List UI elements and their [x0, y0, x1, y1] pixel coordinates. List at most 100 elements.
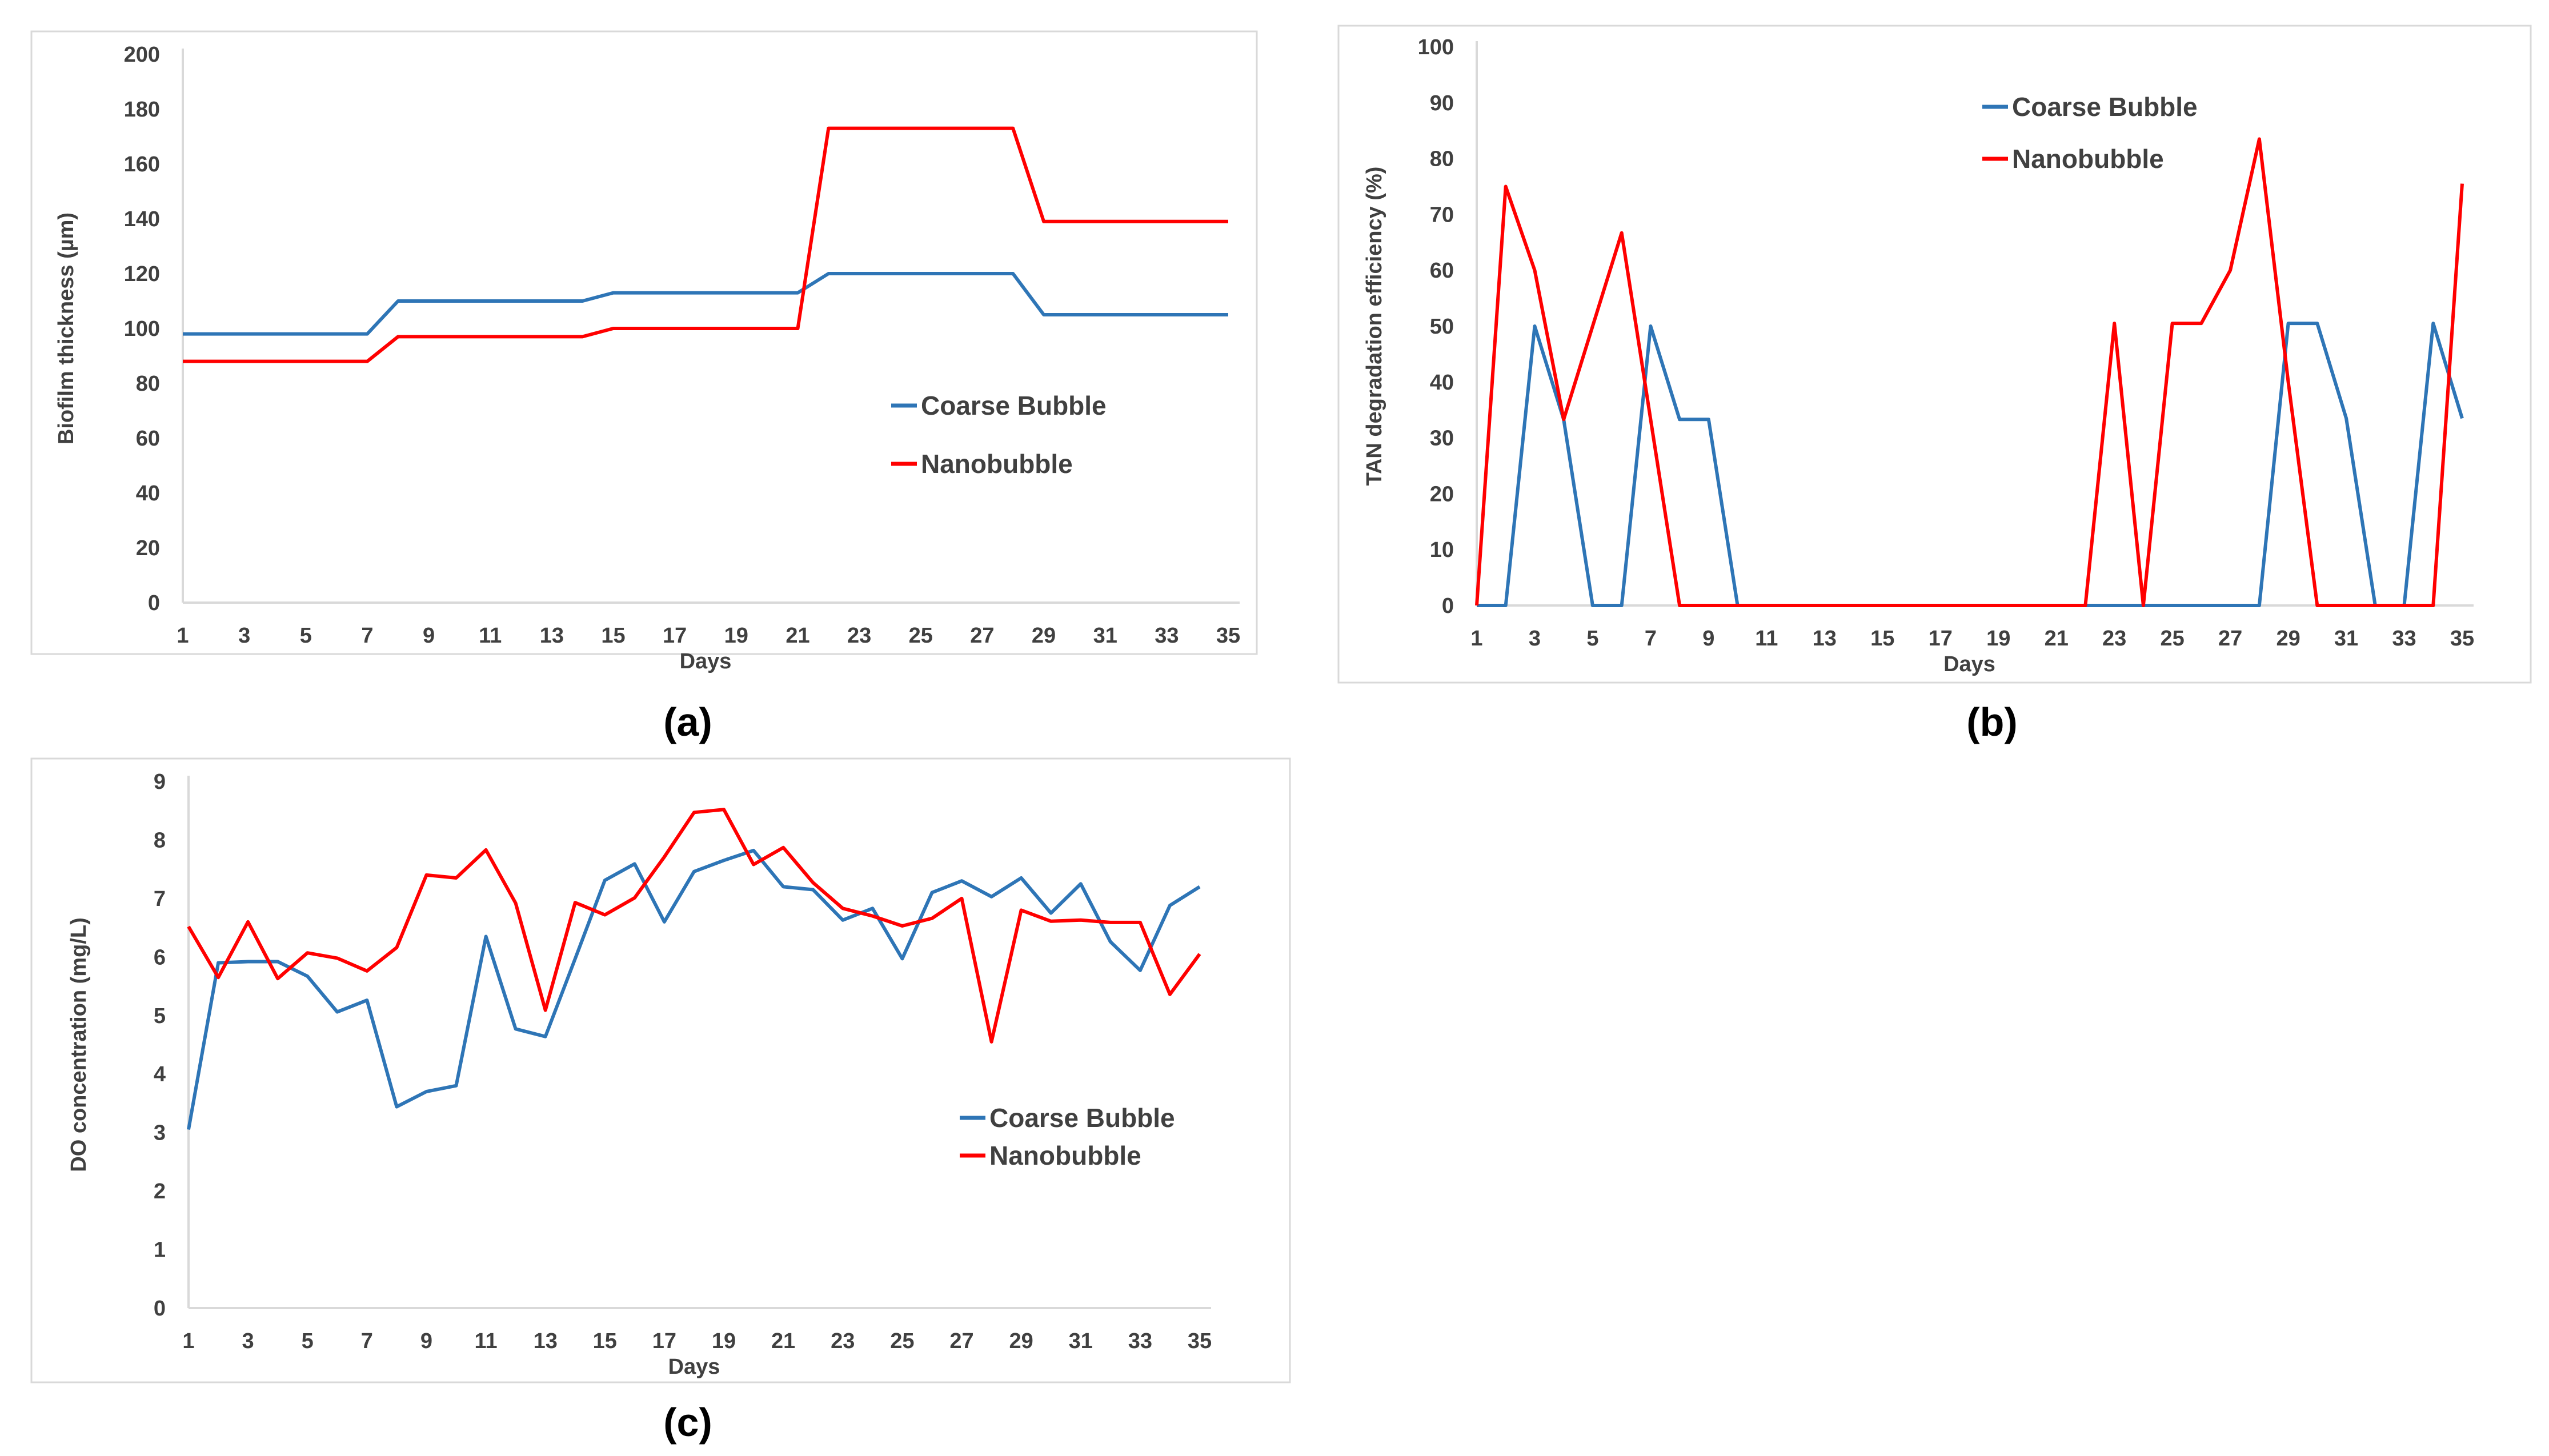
panel-b-x-tick-label: 1: [1470, 627, 1482, 651]
panel-a-y-tick-label: 100: [124, 317, 160, 341]
panel-c-y-axis-label: DO concentration (mg/L): [67, 917, 91, 1172]
panel-a-y-tick-label: 80: [136, 372, 160, 396]
panel-b-x-tick-label: 5: [1586, 627, 1598, 651]
panel-b-y-tick-label: 30: [1430, 427, 1454, 451]
panel-a-x-tick-label: 31: [1093, 624, 1117, 648]
panel-b-y-axis-label: TAN degradation efficiency (%): [1362, 167, 1386, 486]
panel-a-x-tick-label: 3: [238, 624, 250, 648]
panel-b-x-tick-label: 23: [2102, 627, 2126, 651]
panel-a-x-tick-label: 1: [177, 624, 189, 648]
panel-b-x-tick-label: 11: [1755, 627, 1778, 651]
panel-a-y-tick-label: 60: [136, 427, 160, 451]
panel-b-y-tick-label: 50: [1430, 315, 1454, 339]
panel-c-x-axis-label: Days: [668, 1355, 720, 1379]
panel-b-x-axis-label: Days: [1943, 652, 1995, 676]
panel-c-y-tick-label: 5: [154, 1004, 166, 1028]
panel-c-x-tick-label: 13: [534, 1329, 558, 1353]
panel-a-series-coarse-bubble-line: [183, 272, 1228, 336]
panel-b-x-tick-label: 15: [1870, 627, 1894, 651]
panel-c-legend-label: Coarse Bubble: [989, 1103, 1175, 1133]
panel-c-x-tick-label: 5: [302, 1329, 314, 1353]
panel-b-x-tick-label: 9: [1702, 627, 1714, 651]
panel-c-x-tick-label: 35: [1188, 1329, 1212, 1353]
panel-c-y-tick-label: 3: [154, 1121, 166, 1145]
panel-c-label: (c): [663, 1400, 712, 1445]
panel-b-legend-label: Coarse Bubble: [2012, 92, 2198, 122]
panel-c-y-tick-label: 1: [154, 1238, 166, 1262]
panel-b-y-tick-label: 70: [1430, 203, 1454, 227]
panel-c-series-nanobubble-line: [187, 808, 1201, 1044]
panel-c-y-tick-label: 4: [154, 1062, 166, 1086]
panel-b-frame: [1337, 25, 2532, 684]
panel-a-x-tick-label: 17: [663, 624, 687, 648]
panel-b-x-tick-label: 27: [2218, 627, 2242, 651]
panel-c-y-tick-label: 8: [154, 828, 166, 852]
panel-b-x-tick-label: 29: [2276, 627, 2300, 651]
panel-b-y-tick-label: 100: [1418, 35, 1454, 59]
panel-c-x-tick-label: 21: [771, 1329, 795, 1353]
panel-a-x-tick-label: 9: [423, 624, 435, 648]
panel-a-label: (a): [663, 700, 712, 744]
panel-c-x-tick-label: 3: [242, 1329, 254, 1353]
panel-b-y-tick-label: 0: [1442, 594, 1454, 618]
panel-a-y-tick-label: 120: [124, 262, 160, 286]
panel-a-x-axis-label: Days: [680, 649, 732, 673]
panel-c-y-tick-label: 6: [154, 945, 166, 969]
panel-b-x-tick-label: 21: [2045, 627, 2069, 651]
panel-c-x-tick-label: 33: [1128, 1329, 1152, 1353]
panel-b-y-tick-label: 90: [1430, 91, 1454, 115]
panel-c-x-tick-label: 25: [890, 1329, 914, 1353]
panel-a-frame: [30, 30, 1258, 655]
panel-a-x-tick-label: 19: [724, 624, 748, 648]
panel-a-x-tick-label: 25: [909, 624, 933, 648]
panel-b-y-tick-label: 10: [1430, 538, 1454, 562]
panel-a-y-tick-label: 40: [136, 482, 160, 506]
panel-b-series-nanobubble-line: [1475, 137, 2464, 607]
panel-b-legend-label: Nanobubble: [2012, 144, 2164, 174]
panel-c-x-tick-label: 27: [949, 1329, 973, 1353]
panel-b-y-tick-label: 40: [1430, 371, 1454, 395]
panel-a-y-tick-label: 160: [124, 153, 160, 177]
panel-a-y-tick-label: 0: [148, 591, 160, 615]
panel-b-x-tick-label: 3: [1529, 627, 1541, 651]
panel-a-x-tick-label: 27: [970, 624, 994, 648]
panel-c-series-coarse-bubble-line: [187, 848, 1201, 1130]
panel-a-legend-label: Nanobubble: [921, 449, 1073, 479]
panel-b-y-tick-label: 60: [1430, 259, 1454, 283]
panel-a-x-tick-label: 13: [540, 624, 564, 648]
panel-a-x-tick-label: 29: [1032, 624, 1056, 648]
panel-b-x-tick-label: 33: [2392, 627, 2416, 651]
panel-c-y-tick-label: 0: [154, 1297, 166, 1321]
panel-a-y-tick-label: 180: [124, 98, 160, 122]
panel-b-y-tick-label: 80: [1430, 147, 1454, 171]
panel-c-x-tick-label: 1: [182, 1329, 194, 1353]
panel-c-x-tick-label: 11: [475, 1329, 498, 1353]
panel-c-x-tick-label: 29: [1009, 1329, 1033, 1353]
panel-a-x-tick-label: 7: [361, 624, 373, 648]
panel-a-x-tick-label: 21: [785, 624, 809, 648]
panel-a-y-tick-label: 140: [124, 207, 160, 231]
panel-c-y-tick-label: 7: [154, 887, 166, 911]
panel-c-x-tick-label: 17: [652, 1329, 676, 1353]
panel-c-y-tick-label: 2: [154, 1180, 166, 1204]
panel-c-frame: [30, 757, 1291, 1383]
panel-b-x-tick-label: 19: [1986, 627, 2010, 651]
panel-a-x-tick-label: 33: [1155, 624, 1179, 648]
panel-b-x-tick-label: 35: [2450, 627, 2474, 651]
panel-c-y-tick-label: 9: [154, 770, 166, 794]
panel-b-label: (b): [1966, 700, 2017, 744]
panel-a-x-tick-label: 11: [479, 624, 502, 648]
panel-c-x-tick-label: 23: [831, 1329, 855, 1353]
panel-b-x-tick-label: 13: [1813, 627, 1837, 651]
panel-b-y-tick-label: 20: [1430, 482, 1454, 506]
panel-a-y-tick-label: 20: [136, 536, 160, 560]
panel-b-x-tick-label: 17: [1929, 627, 1953, 651]
panel-b-x-tick-label: 25: [2161, 627, 2185, 651]
panel-a-series-nanobubble-line: [183, 126, 1228, 363]
panel-a-y-axis-label: Biofilm thickness (µm): [54, 212, 78, 444]
panel-c-x-tick-label: 9: [420, 1329, 432, 1353]
panel-b-x-tick-label: 7: [1645, 627, 1657, 651]
